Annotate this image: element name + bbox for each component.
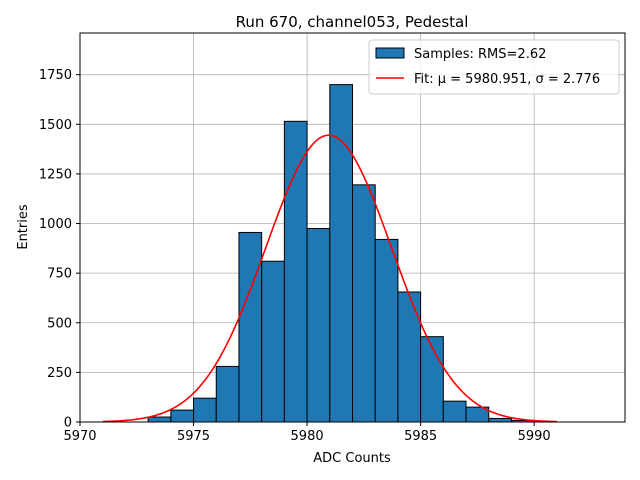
histogram-bar <box>147 416 172 423</box>
histogram-bar <box>397 291 422 423</box>
plot-frame <box>79 32 626 423</box>
y-tick-label: 750 <box>47 267 72 282</box>
legend-box <box>368 39 620 95</box>
histogram-bar <box>170 409 195 423</box>
y-tick-label: 1500 <box>39 118 72 133</box>
x-tick-label: 5980 <box>291 429 324 444</box>
histogram-bar <box>306 227 331 423</box>
legend-label-samples: Samples: RMS=2.62 <box>414 47 546 62</box>
y-tick-label: 500 <box>47 316 72 331</box>
histogram-bar <box>420 336 444 423</box>
histogram-bar <box>442 400 467 423</box>
histogram-bar <box>352 184 376 423</box>
x-tick-label: 5975 <box>177 429 210 444</box>
x-axis-label: ADC Counts <box>313 451 391 466</box>
y-tick-label: 1250 <box>39 167 72 182</box>
histogram-bar <box>238 231 263 423</box>
histogram-bar <box>193 397 217 423</box>
chart-title: Run 670, channel053, Pedestal <box>236 13 469 31</box>
legend: Samples: RMS=2.62 Fit: μ = 5980.951, σ =… <box>368 39 620 95</box>
x-tick-label: 5990 <box>518 429 551 444</box>
y-tick-label: 1000 <box>39 217 72 232</box>
histogram-bars <box>147 84 535 423</box>
y-axis-ticks: 0 250 500 750 1000 1250 1500 1750 <box>39 68 80 431</box>
y-tick-label: 1750 <box>39 68 72 83</box>
y-tick-label: 0 <box>64 416 72 431</box>
fit-curve <box>102 134 557 423</box>
y-axis-label: Entries <box>16 204 31 250</box>
legend-label-fit: Fit: μ = 5980.951, σ = 2.776 <box>414 72 600 87</box>
histogram-bar <box>283 120 308 423</box>
histogram-bar <box>215 365 240 423</box>
x-tick-label: 5970 <box>63 429 96 444</box>
histogram-bar <box>261 260 285 423</box>
x-tick-label: 5985 <box>404 429 437 444</box>
histogram-bar <box>488 417 512 423</box>
legend-swatch-samples <box>375 47 405 59</box>
histogram-bar <box>374 238 399 423</box>
y-tick-label: 250 <box>47 366 72 381</box>
x-axis-ticks: 5970 5975 5980 5985 5990 <box>63 422 551 444</box>
